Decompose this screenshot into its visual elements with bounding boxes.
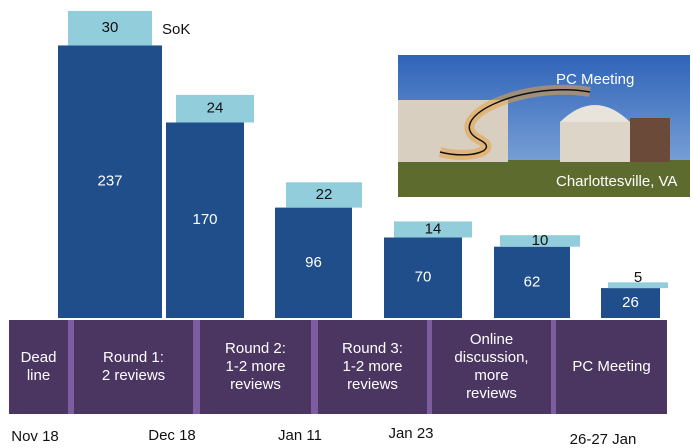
date-label: Nov 18 bbox=[11, 428, 59, 445]
bar bbox=[166, 122, 244, 318]
phase-label: reviews bbox=[466, 385, 517, 402]
phase-label: 1-2 more bbox=[225, 358, 285, 375]
phase-label: Round 3: bbox=[342, 340, 403, 357]
sok-bar bbox=[500, 235, 580, 247]
value-label: 170 bbox=[192, 211, 217, 228]
sok-value-label: 14 bbox=[425, 220, 442, 237]
value-label: 237 bbox=[97, 173, 122, 190]
sok-bar bbox=[608, 282, 668, 289]
phase-label: Online bbox=[470, 331, 513, 348]
sok-bar bbox=[286, 182, 362, 208]
bar bbox=[384, 237, 462, 318]
value-label: 26 bbox=[622, 294, 639, 311]
sok-value-label: 10 bbox=[532, 232, 549, 249]
phase-label: reviews bbox=[230, 376, 281, 393]
phase-box bbox=[200, 320, 311, 414]
sok-bar bbox=[176, 94, 254, 123]
phase-label: Dead bbox=[21, 349, 57, 366]
phase-label: reviews bbox=[347, 376, 398, 393]
photo-label: PC Meeting bbox=[556, 71, 634, 88]
value-label: 62 bbox=[524, 273, 541, 290]
sok-bar bbox=[68, 10, 152, 46]
bar bbox=[601, 288, 660, 318]
phase-label: 2 reviews bbox=[102, 367, 165, 384]
sok-value-label: 22 bbox=[316, 186, 333, 203]
photo: PC Meeting Charlottesville, VA bbox=[398, 55, 690, 197]
sok-bar bbox=[394, 221, 472, 238]
phase-label: Round 2: bbox=[225, 340, 286, 357]
phase-box bbox=[556, 320, 667, 414]
date-label: 26-27 Jan bbox=[570, 431, 637, 448]
value-label: 70 bbox=[415, 269, 432, 286]
phase-box bbox=[9, 320, 68, 414]
phase-label: 1-2 more bbox=[342, 358, 402, 375]
sok-value-label: 30 bbox=[102, 19, 119, 36]
phase-label: Round 1: bbox=[103, 349, 164, 366]
date-label: Dec 18 bbox=[148, 427, 196, 444]
date-label: Jan 11 bbox=[278, 427, 322, 444]
bar bbox=[275, 207, 352, 318]
sok-value-label: 5 bbox=[634, 269, 642, 286]
sok-value-label: 24 bbox=[207, 100, 224, 117]
phase-box bbox=[432, 320, 551, 414]
photo-label: Charlottesville, VA bbox=[556, 173, 677, 190]
phase-label: PC Meeting bbox=[572, 358, 650, 375]
phase-label: more bbox=[474, 367, 508, 384]
value-label: 96 bbox=[305, 254, 322, 271]
phase-label: discussion, bbox=[454, 349, 528, 366]
bar bbox=[494, 246, 570, 318]
phase-box bbox=[74, 320, 193, 414]
phase-label: line bbox=[27, 367, 50, 384]
phase-box bbox=[318, 320, 427, 414]
date-label: Jan 23 bbox=[388, 425, 433, 442]
bar bbox=[58, 45, 162, 318]
legend-label: SoK bbox=[162, 21, 190, 38]
